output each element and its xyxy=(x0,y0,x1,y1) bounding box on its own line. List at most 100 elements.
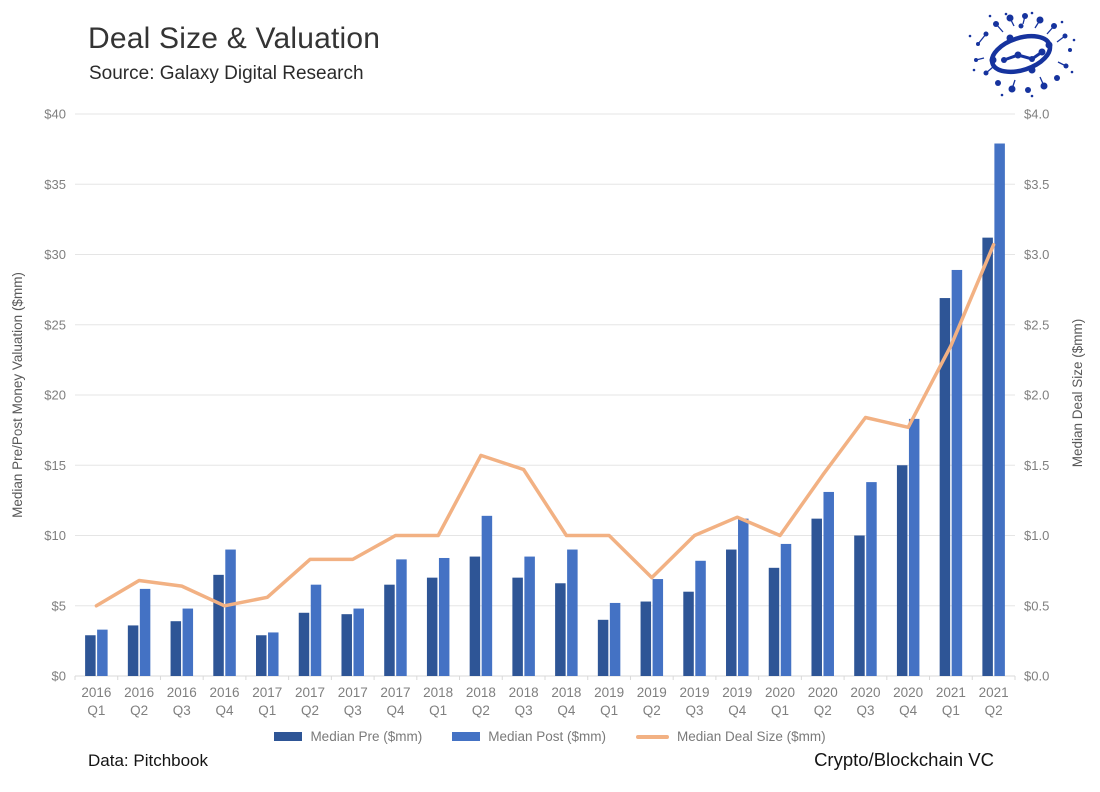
x-axis-label-2016-Q1: 2016 Q1 xyxy=(81,685,111,718)
right-axis-tick-label: $0.0 xyxy=(1024,669,1049,684)
bar-median-pre-2019-Q2 xyxy=(640,601,652,676)
x-axis-label-2016-Q2: 2016 Q2 xyxy=(124,685,154,718)
x-axis-label-2018-Q2: 2018 Q2 xyxy=(466,685,496,718)
x-axis-label-2017-Q2: 2017 Q2 xyxy=(295,685,325,718)
x-axis-label-2016-Q3: 2016 Q3 xyxy=(167,685,197,718)
left-axis-tick-label: $10 xyxy=(44,528,66,543)
bar-median-post-2020-Q2 xyxy=(823,491,834,676)
bar-median-post-2020-Q4 xyxy=(908,418,920,676)
bar-median-pre-2019-Q1 xyxy=(597,619,609,676)
bar-median-post-2016-Q4 xyxy=(225,549,236,676)
bar-median-pre-2017-Q3 xyxy=(341,614,352,676)
bar-median-post-2017-Q2 xyxy=(310,584,322,676)
bar-median-pre-2016-Q2 xyxy=(127,625,139,676)
right-axis-tick-label: $1.5 xyxy=(1024,458,1049,473)
bar-median-post-2018-Q2 xyxy=(481,515,493,676)
x-axis-label-2017-Q4: 2017 Q4 xyxy=(380,685,410,718)
bar-median-pre-2017-Q2 xyxy=(298,612,310,676)
bar-median-pre-2020-Q4 xyxy=(896,465,908,676)
bar-median-post-2020-Q3 xyxy=(866,482,877,676)
bar-median-pre-2017-Q1 xyxy=(256,635,267,676)
left-axis-tick-label: $0 xyxy=(52,669,66,684)
bar-median-pre-2016-Q4 xyxy=(213,574,224,676)
x-axis-label-2018-Q4: 2018 Q4 xyxy=(551,685,581,718)
bar-median-post-2021-Q2 xyxy=(994,143,1005,676)
left-axis-tick-label: $35 xyxy=(44,177,66,192)
x-axis-label-2017-Q3: 2017 Q3 xyxy=(338,685,368,718)
bar-median-post-2018-Q1 xyxy=(438,557,450,676)
right-axis-tick-label: $0.5 xyxy=(1024,598,1049,613)
right-axis-tick-label: $3.0 xyxy=(1024,247,1049,262)
bar-median-post-2018-Q4 xyxy=(567,549,578,676)
bar-median-post-2016-Q2 xyxy=(139,588,151,676)
bar-median-pre-2020-Q1 xyxy=(768,567,780,676)
x-axis-label-2020-Q4: 2020 Q4 xyxy=(893,685,923,718)
x-axis-label-2020-Q1: 2020 Q1 xyxy=(765,685,795,718)
bar-median-post-2018-Q3 xyxy=(524,556,535,676)
x-axis-label-2016-Q4: 2016 Q4 xyxy=(210,685,240,718)
legend-label-median-pre: Median Pre ($mm) xyxy=(310,729,423,744)
right-axis-tick-label: $2.0 xyxy=(1024,388,1049,403)
bar-median-pre-2017-Q4 xyxy=(384,584,395,676)
logo-constellation-dots xyxy=(968,11,1076,98)
left-axis-tick-label: $40 xyxy=(44,107,66,122)
bar-median-pre-2020-Q2 xyxy=(811,518,822,676)
right-axis-title: Median Deal Size ($mm) xyxy=(1070,319,1085,468)
bar-median-pre-2018-Q2 xyxy=(469,556,481,676)
right-axis-tick-label: $4.0 xyxy=(1024,107,1049,122)
bar-median-pre-2021-Q2 xyxy=(982,237,993,676)
bar-median-pre-2016-Q3 xyxy=(170,621,182,676)
data-source-note: Data: Pitchbook xyxy=(88,751,209,770)
bar-median-post-2019-Q2 xyxy=(652,579,664,676)
chart-legend: Median Pre ($mm) Median Post ($mm) Media… xyxy=(0,729,1100,744)
bar-median-post-2019-Q1 xyxy=(609,602,621,676)
legend-label-median-post: Median Post ($mm) xyxy=(488,729,607,744)
x-axis-label-2019-Q2: 2019 Q2 xyxy=(637,685,667,718)
bar-median-post-2017-Q3 xyxy=(353,608,364,676)
logo-globe xyxy=(989,33,1053,75)
bar-median-pre-2020-Q3 xyxy=(854,535,865,676)
median-deal-size-line-swatch-icon xyxy=(636,734,670,739)
category-note: Crypto/Blockchain VC xyxy=(814,749,994,770)
bar-median-post-2017-Q1 xyxy=(268,632,279,676)
left-axis-title: Median Pre/Post Money Valuation ($mm) xyxy=(10,272,25,518)
legend-item-median-deal-size: Median Deal Size ($mm) xyxy=(636,729,826,744)
right-axis-tick-label: $2.5 xyxy=(1024,317,1049,332)
legend-item-median-pre: Median Pre ($mm) xyxy=(274,729,422,744)
x-axis-label-2017-Q1: 2017 Q1 xyxy=(252,685,282,718)
bar-median-post-2016-Q3 xyxy=(182,608,194,676)
x-axis-label-2021-Q1: 2021 Q1 xyxy=(936,685,966,718)
median-post-swatch-icon xyxy=(452,732,481,741)
right-axis-tick-label: $1.0 xyxy=(1024,528,1049,543)
bar-median-pre-2016-Q1 xyxy=(85,635,96,676)
x-axis-label-2021-Q2: 2021 Q2 xyxy=(979,685,1009,718)
median-deal-size-line xyxy=(94,242,996,608)
bar-median-post-2016-Q1 xyxy=(97,629,108,676)
x-axis-label-2020-Q3: 2020 Q3 xyxy=(850,685,880,718)
x-axis-label-2018-Q3: 2018 Q3 xyxy=(509,685,539,718)
left-axis-tick-label: $30 xyxy=(44,247,66,262)
x-axis-label-2019-Q3: 2019 Q3 xyxy=(680,685,710,718)
bar-median-post-2019-Q3 xyxy=(695,560,706,676)
left-axis-tick-label: $20 xyxy=(44,388,66,403)
page-title: Deal Size & Valuation xyxy=(88,22,381,55)
left-axis-tick-label: $15 xyxy=(44,458,66,473)
bar-median-pre-2018-Q1 xyxy=(426,577,438,676)
right-axis-tick-label: $3.5 xyxy=(1024,177,1049,192)
x-axis-label-2018-Q1: 2018 Q1 xyxy=(423,685,453,718)
bar-median-pre-2021-Q1 xyxy=(939,298,951,676)
galaxy-digital-logo-icon xyxy=(968,11,1076,98)
left-axis-tick-label: $5 xyxy=(52,598,66,613)
legend-label-median-deal-size: Median Deal Size ($mm) xyxy=(677,729,826,744)
bar-median-post-2021-Q1 xyxy=(951,269,963,676)
bar-median-post-2019-Q4 xyxy=(738,518,749,676)
x-axis-label-2019-Q1: 2019 Q1 xyxy=(594,685,624,718)
median-pre-swatch-icon xyxy=(274,732,303,741)
bar-median-pre-2018-Q4 xyxy=(555,583,566,676)
page-subtitle: Source: Galaxy Digital Research xyxy=(89,63,364,84)
x-axis-label-2020-Q2: 2020 Q2 xyxy=(808,685,838,718)
left-axis-tick-label: $25 xyxy=(44,317,66,332)
bar-median-pre-2018-Q3 xyxy=(512,577,523,676)
